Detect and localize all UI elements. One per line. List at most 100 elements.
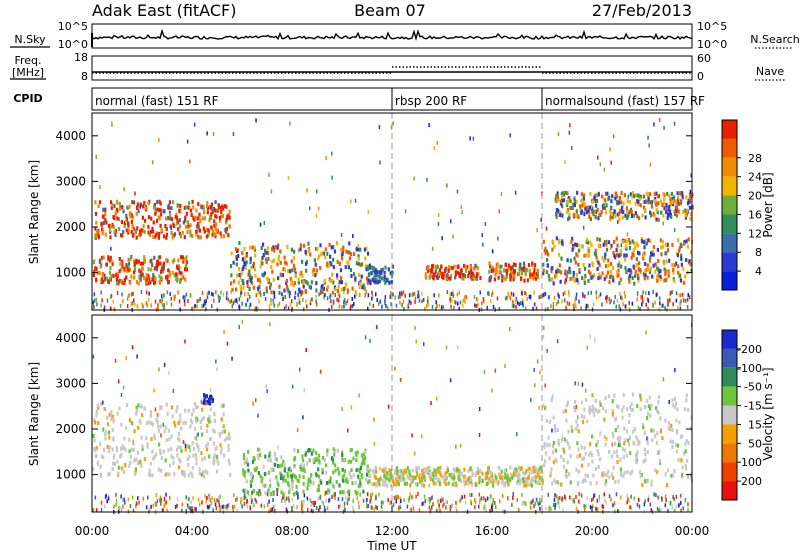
ground-scatter-cell bbox=[613, 501, 616, 506]
ground-scatter-cell bbox=[400, 291, 403, 296]
heatmap-cell bbox=[571, 206, 574, 211]
heatmap-cell bbox=[628, 246, 631, 250]
ground-scatter-cell bbox=[240, 500, 242, 505]
heatmap-cell bbox=[517, 465, 520, 470]
heatmap-cell bbox=[330, 279, 333, 283]
noise-cell bbox=[158, 138, 160, 143]
ground-scatter-cell bbox=[557, 299, 559, 304]
ground-scatter-cell bbox=[254, 497, 256, 502]
heatmap-cell bbox=[592, 407, 595, 411]
heatmap-cell bbox=[396, 473, 399, 477]
noise-cell bbox=[157, 412, 159, 417]
colorbar-tick-label: 12 bbox=[748, 227, 762, 240]
heatmap-cell bbox=[577, 243, 580, 248]
ground-scatter-cell bbox=[390, 302, 392, 307]
heatmap-cell bbox=[328, 262, 331, 267]
heatmap-cell bbox=[677, 201, 680, 206]
heatmap-cell bbox=[624, 438, 627, 443]
heatmap-cell bbox=[245, 479, 248, 484]
heatmap-cell bbox=[385, 277, 388, 282]
heatmap-cell bbox=[283, 468, 286, 473]
heatmap-cell bbox=[134, 228, 137, 233]
heatmap-cell bbox=[554, 274, 557, 279]
ground-scatter-cell bbox=[506, 295, 508, 300]
heatmap-cell bbox=[227, 213, 230, 218]
heatmap-cell bbox=[268, 486, 271, 491]
heatmap-cell bbox=[228, 436, 231, 441]
heatmap-cell bbox=[573, 278, 576, 283]
heatmap-cell bbox=[476, 466, 479, 471]
ground-scatter-cell bbox=[324, 508, 326, 513]
ground-scatter-cell bbox=[598, 498, 601, 503]
heatmap-cell bbox=[382, 482, 385, 487]
heatmap-cell bbox=[278, 284, 281, 289]
heatmap-cell bbox=[542, 239, 545, 244]
heatmap-cell bbox=[166, 274, 169, 279]
heatmap-cell bbox=[395, 477, 398, 482]
colorbar-swatch bbox=[722, 214, 737, 234]
ground-scatter-cell bbox=[518, 302, 520, 307]
ground-scatter-cell bbox=[156, 499, 159, 504]
heatmap-cell bbox=[259, 474, 262, 479]
heatmap-cell bbox=[332, 280, 335, 285]
noise-cell bbox=[536, 359, 539, 364]
ground-scatter-cell bbox=[220, 505, 222, 510]
noise-cell bbox=[352, 234, 354, 238]
heatmap-cell bbox=[309, 448, 312, 453]
heatmap-cell bbox=[573, 405, 576, 410]
ground-scatter-cell bbox=[587, 291, 590, 296]
heatmap-cell bbox=[351, 286, 354, 291]
ground-scatter-cell bbox=[272, 300, 275, 305]
heatmap-cell bbox=[189, 424, 192, 429]
heatmap-cell bbox=[197, 216, 200, 221]
heatmap-cell bbox=[378, 279, 381, 284]
heatmap-cell bbox=[302, 466, 305, 471]
heatmap-cell bbox=[196, 444, 199, 449]
ground-scatter-cell bbox=[152, 503, 154, 508]
ground-scatter-cell bbox=[137, 304, 139, 309]
heatmap-cell bbox=[360, 262, 363, 267]
heatmap-cell bbox=[364, 256, 367, 261]
heatmap-cell bbox=[197, 447, 200, 452]
ground-scatter-cell bbox=[449, 505, 452, 510]
ground-scatter-cell bbox=[627, 497, 629, 502]
heatmap-cell bbox=[410, 478, 413, 483]
heatmap-cell bbox=[682, 266, 685, 271]
heatmap-cell bbox=[368, 479, 371, 484]
heatmap-cell bbox=[603, 417, 606, 422]
heatmap-cell bbox=[109, 230, 112, 234]
noise-cell bbox=[139, 204, 141, 209]
ground-scatter-cell bbox=[371, 492, 374, 497]
heatmap-cell bbox=[668, 209, 671, 214]
heatmap-cell bbox=[543, 463, 546, 468]
ground-scatter-cell bbox=[229, 299, 231, 304]
heatmap-cell bbox=[646, 263, 649, 268]
heatmap-cell bbox=[185, 260, 189, 265]
ground-scatter-cell bbox=[521, 291, 523, 296]
ground-scatter-cell bbox=[150, 504, 152, 509]
heatmap-cell bbox=[163, 429, 166, 434]
heatmap-cell bbox=[166, 411, 169, 416]
ground-scatter-cell bbox=[458, 290, 460, 295]
heatmap-cell bbox=[209, 394, 212, 399]
heatmap-cell bbox=[170, 206, 173, 211]
heatmap-cell bbox=[128, 418, 131, 423]
ground-scatter-cell bbox=[686, 304, 689, 309]
heatmap-cell bbox=[204, 394, 207, 399]
cpid-segment-label: normal (fast) 151 RF bbox=[95, 94, 219, 108]
heatmap-cell bbox=[350, 273, 353, 278]
heatmap-cell bbox=[195, 232, 198, 237]
ground-scatter-cell bbox=[365, 502, 368, 507]
heatmap-cell bbox=[575, 273, 578, 277]
heatmap-cell bbox=[508, 477, 511, 482]
ground-scatter-cell bbox=[667, 302, 669, 307]
heatmap-cell bbox=[541, 478, 544, 483]
heatmap-cell bbox=[363, 457, 366, 462]
heatmap-cell bbox=[129, 280, 132, 285]
heatmap-cell bbox=[304, 249, 307, 254]
heatmap-cell bbox=[329, 279, 332, 283]
noise-cell bbox=[540, 217, 542, 222]
heatmap-cell bbox=[349, 474, 352, 479]
heatmap-cell bbox=[317, 467, 320, 472]
